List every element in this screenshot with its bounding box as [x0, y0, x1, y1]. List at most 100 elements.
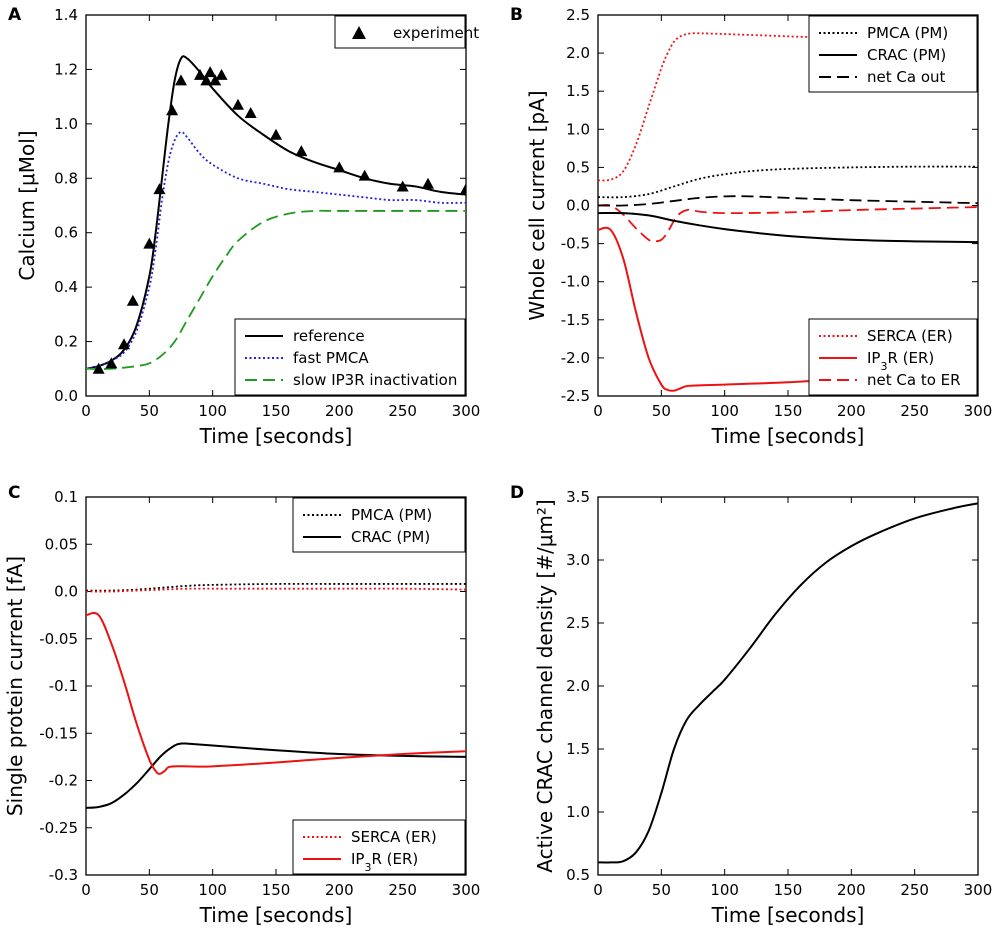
panel-d-x-tick-label: 50 — [652, 881, 671, 899]
panel-c-series-group — [86, 582, 466, 809]
panel-c-series-pmca-pm — [86, 582, 466, 592]
panel-a-x-axis-label: Time [seconds] — [199, 424, 353, 448]
panel-a-marker-experiment — [333, 161, 346, 173]
panel-d-y-tick-label: 1.5 — [566, 740, 590, 758]
panel-c-y-tick-label: -0.1 — [49, 677, 78, 695]
panel-a-y-tick-label: 0.0 — [54, 387, 78, 405]
panel-b-x-tick-label: 250 — [900, 402, 929, 420]
panel-a-marker-experiment — [358, 169, 371, 181]
panel-c-x-tick-label: 0 — [81, 881, 91, 899]
panel-a-legend-bottom: reference fast PMCA slow IP3R inactivation — [234, 318, 466, 396]
panel-a-series-fast-pmca — [86, 131, 466, 370]
panel-a-legend-label-experiment: experiment — [393, 24, 479, 42]
panel-c-legend-label-crac-pm: CRAC (PM) — [351, 528, 430, 546]
panel-a-x-tick-label: 50 — [140, 402, 159, 420]
panel-c-letter: C — [8, 483, 20, 503]
panel-c-legend-label-ip3r-er: IP3R (ER) — [351, 850, 418, 874]
panel-c-legend-box — [292, 497, 466, 553]
panel-a-series-slow-ip3r-inactivation — [86, 209, 466, 370]
panel-d-x-tick-label: 200 — [837, 881, 866, 899]
panel-c-y-tick-label: -0.2 — [49, 772, 78, 790]
panel-d-letter: D — [510, 483, 524, 503]
panel-c-y-tick-label: 0.0 — [54, 583, 78, 601]
panel-d-x-tick-label: 150 — [774, 881, 803, 899]
panel-b-series-pmca-pm — [598, 165, 978, 199]
panel-a-marker-experiment — [175, 74, 187, 86]
panel-b-y-tick-label: 2.5 — [566, 6, 590, 24]
panel-b-y-tick-label: -1.0 — [561, 273, 590, 291]
panel-d-y-tick-label: 3.5 — [566, 488, 590, 506]
panel-a-marker-experiment — [209, 74, 222, 86]
panel-b-legend-top: PMCA (PM) CRAC (PM) net Ca out — [808, 15, 978, 93]
panel-c-legend-bottom: SERCA (ER) IP3R (ER) — [292, 819, 466, 875]
panel-b-x-tick-label: 100 — [710, 402, 739, 420]
panel-a-y-tick-label: 0.4 — [54, 278, 78, 296]
panel-a-marker-experiment — [118, 338, 130, 350]
panel-d-plot-frame — [597, 496, 979, 876]
panel-d-y-tick-label: 0.5 — [566, 866, 590, 884]
panel-a-x-tick-label: 250 — [388, 402, 417, 420]
panel-b-series-group — [598, 32, 978, 392]
panel-c-y-tick-label: 0.05 — [45, 535, 78, 553]
panel-a-marker-experiment — [215, 68, 228, 80]
panel-b-series-crac-pm — [598, 211, 978, 244]
panel-c-y-tick-label: -0.05 — [39, 630, 78, 648]
panel-a-marker-experiment — [295, 145, 308, 157]
panel-c-legend-label-serca-er: SERCA (ER) — [351, 828, 437, 846]
panel-b-letter: B — [510, 5, 523, 25]
panel-d-series-group — [598, 502, 978, 864]
panel-b-y-tick-label: -2.0 — [561, 349, 590, 367]
panel-c-y-tick-label: -0.25 — [39, 819, 78, 837]
panel-a-y-tick-label: 0.6 — [54, 224, 78, 242]
panel-a-marker-experiment — [270, 128, 282, 140]
panel-a-marker-experiment — [166, 104, 179, 116]
panel-d-x-tick-label: 100 — [710, 881, 739, 899]
panel-d-y-tick-label: 2.5 — [566, 614, 590, 632]
panel-a-legend-label-reference: reference — [293, 327, 365, 345]
panel-c-x-tick-label: 300 — [452, 881, 481, 899]
panel-d: D 0 50 100 150 200 250 300 0.5 1.0 1.5 2.0 2.5 3.0 3.… — [510, 483, 992, 927]
panel-a-legend-swatch-experiment — [352, 26, 366, 39]
panel-a: A 0 50 100 150 200 250 300 0.0 0.2 0.4 0.6 0.8 1.0 1.… — [8, 5, 480, 448]
panel-b-y-axis-label: Whole cell current [pA] — [525, 90, 549, 320]
panel-b-legend-label-pmca-pm: PMCA (PM) — [867, 24, 948, 42]
panel-c-y-tick-label: -0.15 — [39, 724, 78, 742]
panel-c-x-tick-label: 150 — [262, 881, 291, 899]
panel-a-marker-experiment — [143, 237, 156, 249]
panel-b-y-tick-label: 0.0 — [566, 197, 590, 215]
panel-d-series-active-crac-channel-density — [598, 502, 978, 864]
panel-a-marker-experiment — [194, 68, 206, 80]
panel-b-y-tick-label: -2.5 — [561, 387, 590, 405]
panel-b-legend-label-net-ca-to-er: net Ca to ER — [867, 371, 961, 389]
panel-b-y-tick-label: 2.0 — [566, 44, 590, 62]
panel-c-x-tick-label: 50 — [140, 881, 159, 899]
panel-a-marker-experiment — [126, 294, 139, 306]
panel-b-legend-bottom: SERCA (ER) IP3R (ER)net Ca to ER — [808, 318, 978, 396]
panel-c-plot: 0 50 100 150 200 250 300 -0.3 -0.25 -0.2 -0.15 -0.1… — [3, 488, 480, 927]
panel-d-x-tick-label: 300 — [964, 881, 992, 899]
panel-c-legend-top: PMCA (PM) CRAC (PM) — [292, 497, 466, 553]
panel-a-marker-experiment — [244, 106, 257, 118]
panel-c-y-tick-label: 0.1 — [54, 488, 78, 506]
panel-c: C 0 50 100 150 200 250 300 -0.3 -0.25 -0.2 -0.15 -0… — [3, 483, 480, 927]
panel-a-marker-experiment — [460, 183, 466, 195]
panel-d-x-tick-label: 0 — [593, 881, 603, 899]
panel-b-x-tick-label: 200 — [837, 402, 866, 420]
panel-a-legend-top: experiment — [334, 15, 479, 49]
panel-a-marker-experiment — [232, 98, 244, 110]
panel-b-series-net-ca-out — [598, 195, 978, 207]
panel-a-marker-experiment — [396, 180, 409, 192]
panel-c-x-axis-label: Time [seconds] — [199, 903, 353, 927]
panel-c-x-tick-label: 100 — [198, 881, 227, 899]
panel-d-x-axis-label: Time [seconds] — [711, 903, 865, 927]
panel-a-marker-experiment — [153, 183, 166, 195]
panel-c-legend-box — [292, 819, 466, 875]
panel-b-x-tick-label: 0 — [593, 402, 603, 420]
panel-a-marker-experiment — [105, 357, 118, 369]
panel-b-y-tick-label: 0.5 — [566, 158, 590, 176]
panel-a-x-tick-label: 100 — [198, 402, 227, 420]
panel-b-legend-label-net-ca-out: net Ca out — [867, 68, 946, 86]
panel-b-y-tick-label: 1.5 — [566, 82, 590, 100]
panel-a-plot: 0 50 100 150 200 250 300 0.0 0.2 0.4 0.6 0.8 1.0 1.2 1… — [15, 6, 480, 448]
